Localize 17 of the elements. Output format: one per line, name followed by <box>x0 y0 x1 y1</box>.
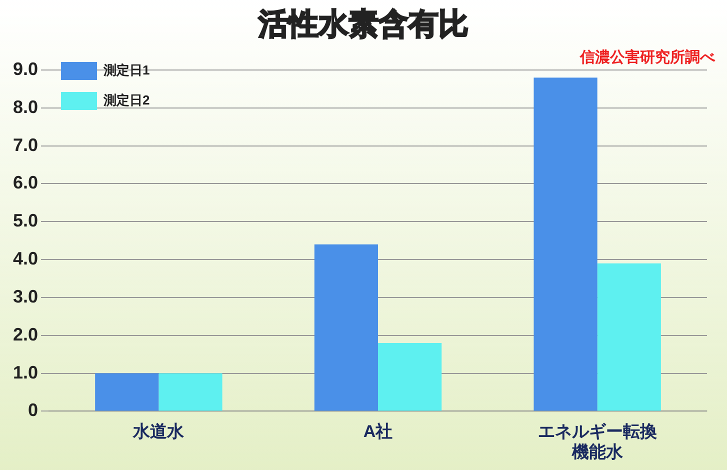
y-tick-label: 1.0 <box>12 362 38 382</box>
x-tick-label: エネルギー転換機能水 <box>538 422 658 462</box>
legend-label: 測定日2 <box>102 92 150 108</box>
y-tick-label: 6.0 <box>12 172 38 193</box>
y-tick-label: 8.0 <box>12 96 38 117</box>
y-tick-label: 9.0 <box>12 58 38 79</box>
y-tick-label: 7.0 <box>12 134 38 155</box>
y-tick-label: 2.0 <box>12 324 38 344</box>
chart-title: 活性水素含有比 <box>257 6 470 44</box>
y-tick-label: 0 <box>28 400 38 420</box>
y-tick-label: 3.0 <box>12 286 38 306</box>
y-tick-label: 4.0 <box>12 248 38 269</box>
y-tick-label: 5.0 <box>12 210 38 231</box>
text: 信濃公害研究所調べ <box>580 48 715 67</box>
legend-label: 測定日1 <box>102 62 150 78</box>
x-tick-label: A社 <box>363 422 393 442</box>
x-tick-label: 水道水 <box>132 422 186 442</box>
